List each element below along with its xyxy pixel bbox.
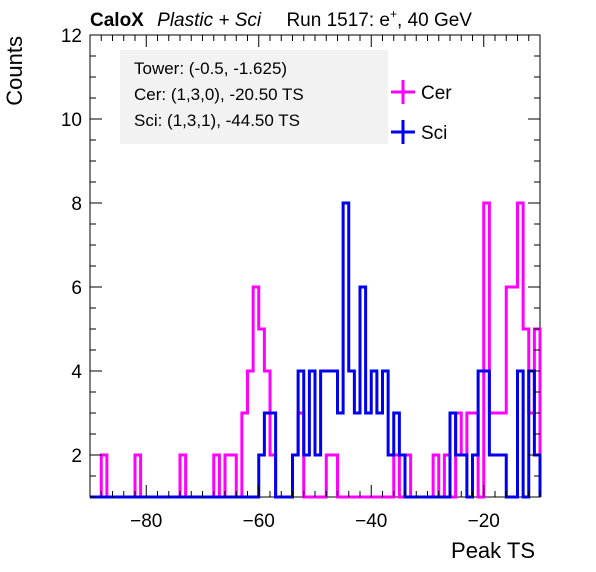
series-layer [90, 201, 542, 499]
chart-header: CaloX Plastic + Sci Run 1517: e+, 40 GeV [90, 7, 472, 31]
x-tick-label: −40 [355, 511, 387, 532]
legend: Cer Sci [391, 80, 452, 144]
header-run-sup: + [390, 7, 397, 21]
header-run-suffix: , 40 GeV [397, 10, 472, 31]
legend-label-sci: Sci [421, 123, 447, 144]
header-config: Plastic + Sci [157, 10, 262, 31]
x-tick-label: −80 [130, 511, 162, 532]
y-axis-label: Counts [2, 36, 27, 106]
series-cer-histogram [90, 201, 542, 499]
info-cer: Cer: (1,3,0), -20.50 TS [134, 85, 304, 104]
x-tick-label: −60 [243, 511, 275, 532]
y-tick-label: 8 [71, 194, 82, 215]
ticks-layer: −80 −60 −40 −20 2 4 6 8 10 12 [61, 26, 541, 532]
y-tick-label: 6 [71, 278, 82, 299]
y-tick-label: 2 [71, 446, 82, 467]
y-tick-label: 4 [71, 362, 82, 383]
x-tick-label: −20 [468, 511, 500, 532]
y-tick-label: 10 [61, 110, 82, 131]
header-brand: CaloX [90, 10, 144, 31]
header-run: Run 1517: e [286, 10, 390, 31]
info-box [120, 50, 388, 144]
x-axis-label: Peak TS [451, 538, 535, 563]
series-sci-histogram [90, 201, 542, 499]
y-tick-label: 12 [61, 26, 82, 47]
info-tower: Tower: (-0.5, -1.625) [134, 59, 287, 78]
info-sci: Sci: (1,3,1), -44.50 TS [134, 111, 300, 130]
legend-label-cer: Cer [421, 83, 452, 104]
